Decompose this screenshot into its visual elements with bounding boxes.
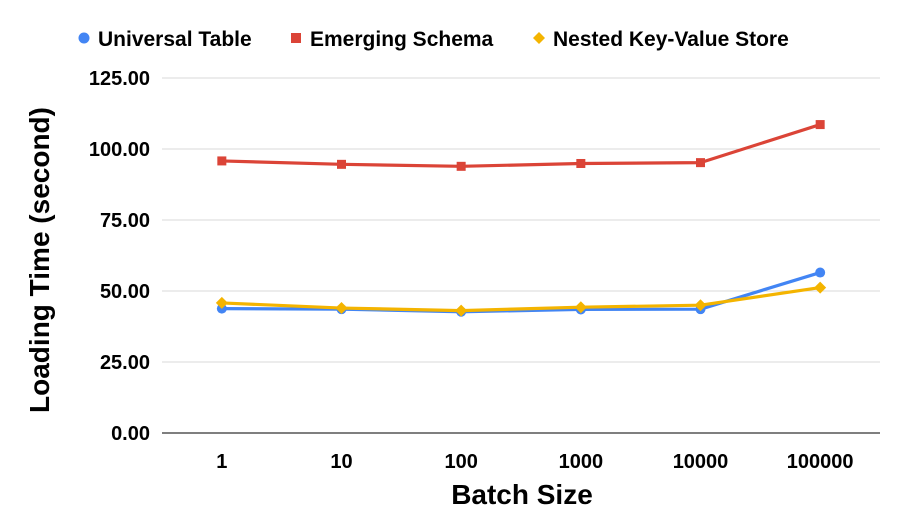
data-point [215, 296, 228, 309]
legend-label: Emerging Schema [310, 28, 494, 51]
series-emerging-schema [217, 120, 825, 171]
x-axis-title: Batch Size [451, 479, 593, 509]
data-point [696, 158, 705, 168]
legend-item: Emerging Schema [291, 28, 494, 51]
y-tick-label: 0.00 [111, 423, 150, 445]
series-group [215, 120, 827, 317]
x-tick-label: 1 [216, 451, 227, 473]
x-tick-label: 100 [444, 451, 477, 473]
y-tick-label: 50.00 [100, 281, 150, 303]
legend: Universal Table Emerging Schema Nested Key… [78, 28, 789, 51]
data-point [576, 158, 586, 168]
y-tick-label: 100.00 [89, 139, 150, 161]
data-point [815, 267, 826, 278]
legend-diamond-icon [533, 32, 545, 44]
y-tick-label: 75.00 [100, 210, 150, 232]
y-tick-label: 125.00 [89, 68, 150, 90]
data-point [335, 302, 348, 315]
legend-item: Universal Table [78, 28, 252, 51]
data-point [456, 161, 466, 171]
x-tick-labels: 1 10 100 1000 10000 100000 [216, 451, 853, 473]
legend-circle-icon [78, 32, 90, 44]
x-tick-label: 100000 [787, 451, 854, 473]
legend-label: Universal Table [98, 28, 252, 51]
y-tick-labels: 0.00 25.00 50.00 75.00 100.00 125.00 [89, 68, 150, 445]
legend-label: Nested Key-Value Store [553, 28, 789, 51]
legend-item: Nested Key-Value Store [533, 28, 789, 51]
data-point [217, 156, 227, 166]
series-line [221, 123, 821, 168]
data-point [814, 281, 827, 294]
series-nested-key-value-store [215, 281, 827, 317]
x-tick-label: 10 [330, 451, 352, 473]
y-tick-label: 25.00 [100, 352, 150, 374]
data-point [815, 120, 825, 130]
series-line [221, 286, 821, 313]
x-tick-label: 1000 [559, 451, 604, 473]
x-tick-label: 10000 [673, 451, 729, 473]
data-point [455, 304, 468, 317]
data-point [574, 301, 587, 314]
data-point [337, 159, 346, 169]
gridlines [162, 77, 880, 434]
legend-square-icon [291, 33, 301, 43]
data-point [694, 299, 707, 312]
y-axis-title: Loading Time (second) [24, 107, 55, 413]
